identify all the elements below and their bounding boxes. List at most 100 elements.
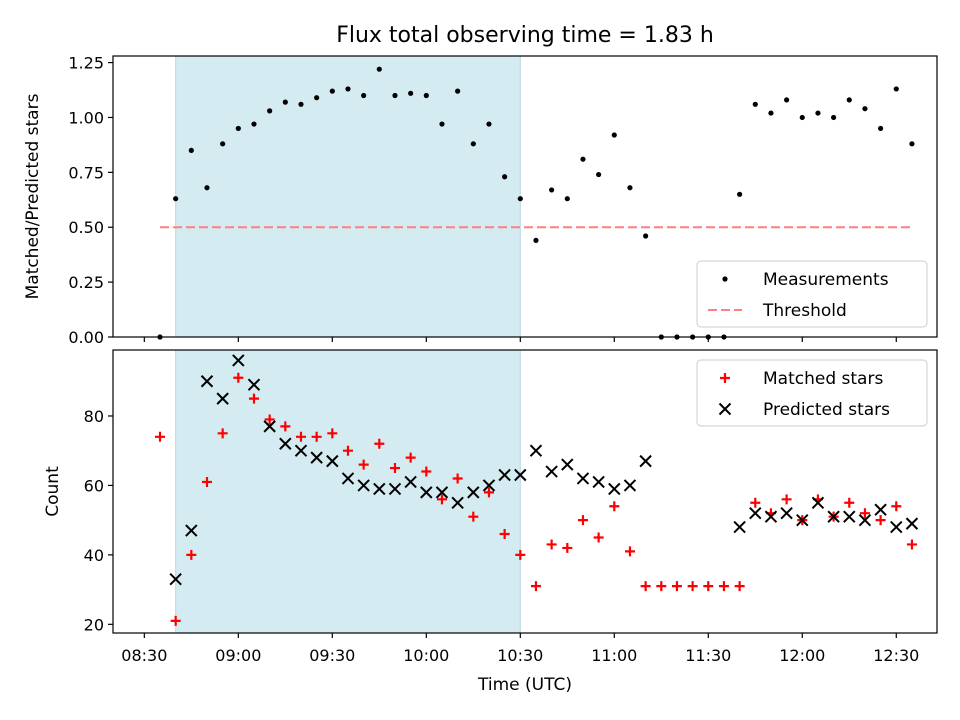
x-tick-label: 11:30 [685, 646, 731, 665]
data-point [314, 95, 320, 101]
data-point [294, 444, 308, 457]
data-point [232, 354, 245, 367]
legend-label: Measurements [763, 270, 889, 290]
data-point [764, 510, 778, 523]
data-point [452, 473, 463, 484]
y-tick-label: 20 [84, 615, 104, 634]
legend-swatch [722, 276, 728, 282]
data-point [263, 420, 276, 433]
data-point [687, 581, 698, 592]
data-point [361, 92, 367, 99]
data-point [623, 479, 637, 492]
data-point [389, 463, 400, 474]
data-point [827, 510, 840, 523]
shaded-interval [175, 349, 521, 634]
data-point [201, 476, 212, 487]
data-point [580, 156, 586, 162]
data-point [405, 452, 416, 463]
data-point [357, 479, 370, 492]
data-point [327, 428, 338, 439]
data-point [893, 86, 899, 92]
data-point [408, 90, 414, 96]
data-point [784, 97, 790, 103]
data-point [844, 497, 855, 508]
data-point [342, 445, 353, 456]
data-point [423, 92, 429, 99]
data-point [529, 444, 543, 457]
x-tick-label: 09:00 [215, 646, 261, 665]
legend-swatch [718, 402, 732, 416]
data-point [154, 431, 165, 442]
axes-frame [112, 55, 938, 338]
data-point [811, 496, 825, 509]
axes-frame [112, 349, 938, 634]
y-tick-label: 1.00 [68, 108, 104, 127]
data-point [451, 496, 464, 509]
data-point [549, 187, 555, 193]
data-point [545, 465, 558, 478]
data-point [420, 486, 433, 499]
data-point [358, 459, 369, 470]
legend-box [696, 359, 928, 427]
data-point [310, 451, 323, 464]
data-point [862, 106, 868, 112]
data-point [561, 458, 574, 471]
data-point [280, 421, 291, 432]
data-point [345, 86, 351, 92]
data-point [546, 539, 557, 550]
data-point [624, 546, 635, 557]
data-point [718, 581, 729, 592]
data-point [486, 121, 492, 127]
data-point [890, 520, 903, 534]
data-point [752, 101, 758, 107]
series-measurements [157, 66, 915, 340]
data-point [329, 88, 335, 94]
data-point [643, 233, 649, 239]
data-point [499, 529, 510, 540]
x-tick-label: 12:00 [779, 646, 825, 665]
data-point [749, 506, 762, 520]
data-point [298, 101, 304, 107]
data-point [248, 393, 259, 404]
data-point [593, 532, 604, 543]
data-point [185, 524, 198, 537]
data-point [186, 549, 197, 560]
data-point [768, 110, 774, 116]
data-point [388, 482, 402, 496]
data-point [859, 508, 870, 519]
data-point [891, 501, 902, 512]
data-point [173, 196, 179, 202]
legend-label: Threshold [762, 301, 847, 321]
ratio-panel: 0.00 0.25 0.50 0.75 1.00 1.25 Matched/Predicte… [23, 54, 938, 347]
data-point [577, 515, 588, 526]
y-tick-label: 60 [84, 476, 104, 495]
data-point [564, 196, 570, 202]
data-point [906, 539, 917, 550]
data-point [282, 99, 288, 105]
data-point [639, 454, 652, 468]
data-point [514, 468, 527, 482]
data-point [326, 454, 339, 468]
data-point [251, 121, 257, 127]
data-point [596, 171, 602, 178]
data-point [217, 428, 228, 439]
data-point [468, 511, 479, 522]
data-point [517, 196, 523, 202]
data-point [200, 375, 214, 388]
shaded-interval [175, 55, 521, 338]
data-point [169, 572, 182, 586]
data-point [878, 125, 884, 132]
data-point [905, 517, 919, 530]
data-point [247, 378, 261, 391]
data-point [502, 174, 508, 180]
data-point [627, 185, 633, 191]
data-point [656, 581, 667, 592]
data-point [750, 497, 761, 508]
data-point [188, 147, 194, 153]
data-point [608, 482, 621, 496]
data-point [392, 92, 398, 99]
y-tick-label: 0.25 [68, 273, 104, 292]
data-point [455, 88, 461, 94]
data-point [374, 438, 385, 449]
